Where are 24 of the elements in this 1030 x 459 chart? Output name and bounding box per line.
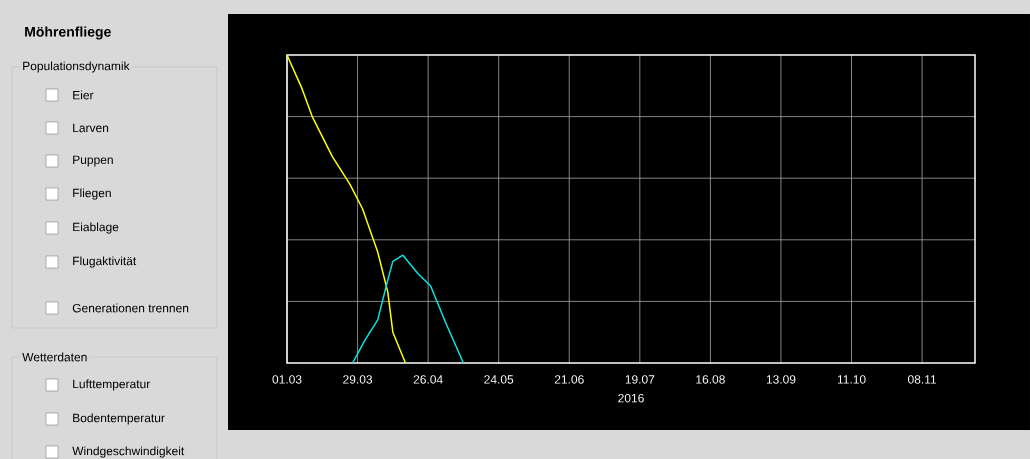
text: Lufttemperatur [73,379,151,391]
text: Flugaktivität [73,256,137,268]
text: Generationen trennen [72,303,189,313]
text: Bodentemperatur [73,413,165,425]
text: Windgeschwindigkeit [72,446,185,458]
x-tick-label: 19.07 [625,375,655,384]
text: Eier [73,90,94,100]
x-tick-label: 01.03 [272,375,302,384]
x-tick-label: 08.11 [907,375,937,384]
text: Eiablage [73,222,119,234]
text: Puppen [73,155,113,167]
x-tick-label: 16.08 [696,375,725,384]
text: Larven [73,123,109,133]
text: Populationsdynamik [23,61,130,73]
x-axis-title: 2016 [618,393,644,403]
text: Wetterdaten [22,352,87,362]
text: Fliegen [73,188,111,200]
x-tick-label: 24.05 [484,375,514,384]
x-tick-label: 21.06 [554,375,584,384]
x-tick-label: 13.09 [766,375,796,384]
x-tick-label: 29.03 [343,375,373,384]
text: Möhrenfliege [25,26,111,40]
x-tick-label: 11.10 [837,375,866,384]
x-tick-label: 26.04 [413,375,443,384]
